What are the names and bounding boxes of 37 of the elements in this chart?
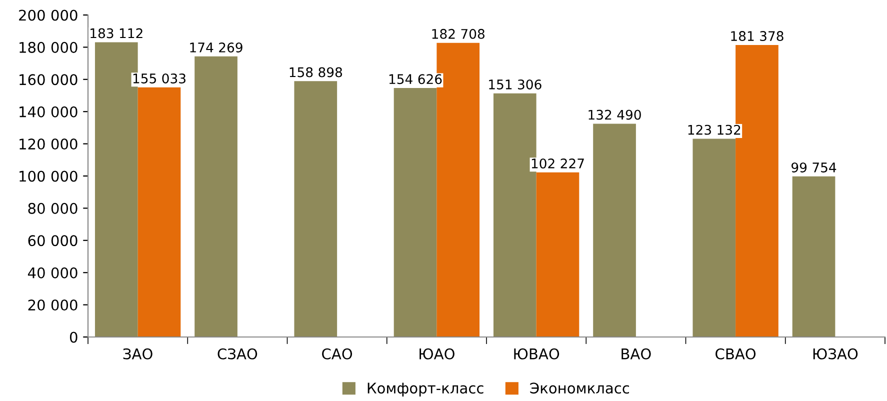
x-tick-label: САО — [322, 348, 352, 360]
bar — [394, 88, 437, 337]
data-label: 151 306 — [489, 79, 542, 90]
x-tick-label: ЮАО — [420, 348, 454, 360]
x-tick-label: СВАО — [716, 348, 756, 360]
y-tick-label: 20 000 — [28, 300, 78, 311]
y-tick-label: 100 000 — [20, 170, 78, 182]
data-label: 99 754 — [792, 162, 836, 172]
data-label: 123 132 — [688, 124, 740, 135]
x-tick-label: ЗАО — [123, 348, 152, 360]
y-tick-label: 60 000 — [28, 235, 78, 246]
y-tick-label: 40 000 — [28, 267, 78, 278]
data-label: 154 626 — [389, 74, 442, 84]
legend-label: Комфорт-класс — [368, 382, 484, 396]
y-tick-label: 120 000 — [20, 138, 78, 150]
data-label: 155 033 — [133, 73, 186, 84]
data-label: 182 708 — [432, 28, 484, 39]
legend-label: Экономкласс — [530, 382, 629, 394]
x-tick-label: ЮВАО — [514, 348, 560, 360]
bar — [138, 87, 181, 337]
y-tick-label: 0 — [70, 332, 78, 343]
y-tick-label: 200 000 — [19, 10, 78, 21]
x-tick-label: ЮЗАО — [813, 348, 858, 360]
x-tick-label: СЗАО — [218, 348, 258, 360]
data-label: 132 490 — [588, 110, 641, 120]
data-label: 158 898 — [290, 67, 342, 78]
data-label: 183 112 — [90, 28, 142, 38]
y-tick-label: 160 000 — [20, 74, 78, 86]
bar — [692, 138, 736, 337]
x-tick-label: ВАО — [622, 348, 651, 360]
y-tick-label: 180 000 — [20, 42, 78, 53]
y-tick-label: 140 000 — [20, 106, 78, 118]
data-label: 181 378 — [731, 31, 784, 42]
data-label: 174 269 — [190, 42, 242, 52]
data-label: 102 227 — [532, 158, 584, 168]
y-tick-label: 80 000 — [28, 202, 78, 214]
bar — [536, 172, 580, 337]
